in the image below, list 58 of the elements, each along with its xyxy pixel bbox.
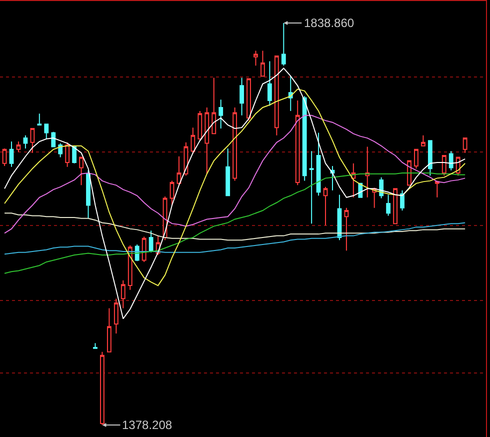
candlestick [386,194,391,216]
candlestick [170,180,174,206]
candlestick [148,230,154,253]
candlestick [16,141,21,153]
candlestick [393,188,398,224]
candlestick [344,207,349,252]
candlestick [106,308,112,352]
candlestick [65,142,70,168]
candlestick [295,100,300,186]
candlestick [309,150,314,224]
candlestick [93,342,98,349]
candlestick [37,113,42,126]
candlestick [240,77,244,116]
candlestick [337,194,342,241]
candlestick [246,78,251,122]
candlestick [414,148,418,170]
candlestick [330,165,335,191]
candlestick [190,127,196,154]
annotation: 1838.860 [304,16,354,30]
candlestick [428,140,432,176]
candlestick [274,55,279,136]
candlestick [72,145,77,164]
candlestick [44,124,49,140]
candlestick [316,132,321,196]
candlestick [142,236,146,262]
candlestick [365,146,370,198]
candlestick [400,190,404,211]
candlestick [30,128,35,154]
candlestick [128,244,132,290]
candlestick [323,186,328,226]
candlestick [267,60,272,106]
candlestick [407,160,412,186]
candlestick [434,180,440,198]
candlestick [58,142,63,158]
candlestick [212,77,216,134]
candlestick [114,298,118,334]
candlestick [79,156,84,186]
candlestick [288,76,293,112]
candlestick [260,50,265,77]
candlestick [198,110,202,142]
candlestick [302,96,307,182]
annotation: 1378.208 [122,418,172,432]
candlestick [176,156,182,186]
candlestick [9,141,14,168]
candlestick [51,131,56,148]
candlestick [120,280,126,309]
candlestick [204,106,210,174]
candlestick [442,155,446,176]
candlestick [462,138,468,154]
candlestick [351,162,356,198]
candlestick [218,99,224,129]
candlestick [448,150,454,171]
candlestick [86,170,90,219]
candlestick [23,134,28,150]
candlestick [254,50,258,66]
candlestick [420,134,426,146]
candlestick [226,148,230,196]
candlestick [232,106,238,182]
